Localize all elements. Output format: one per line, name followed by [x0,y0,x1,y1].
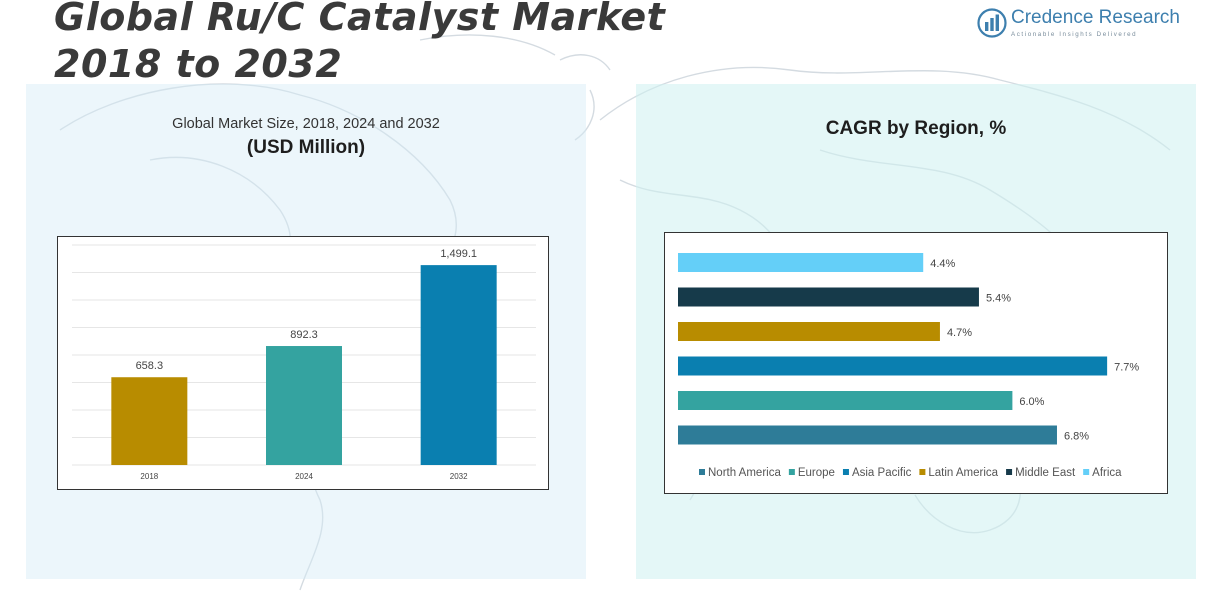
legend-label-asia-pacific: Asia Pacific [852,467,912,479]
logo-name: Credence Research [1011,7,1180,28]
bar-2032 [420,265,497,465]
market-size-chart-title: Global Market Size, 2018, 2024 and 2032 [172,116,440,132]
data-label-2024: 892.3 [290,329,318,341]
legend-swatch-asia-pacific [842,469,849,475]
data-label-middle-east: 5.4% [986,293,1011,305]
cagr-chart: 4.4% 5.4% 4.7% 7.7% 6.0% 6.8% North America Eur… [664,232,1168,494]
market-size-chart-subtitle: (USD Million) [246,137,366,158]
brand-logo: Credence Research Actionable Insights De… [977,6,1180,42]
cagr-bar-chart: 4.4% 5.4% 4.7% 7.7% 6.0% 6.8% North America Eur… [678,253,1139,479]
bar-2024 [266,346,342,465]
bar-north-america [678,425,1057,445]
bar-latin-america [678,322,940,341]
cagr-chart-title: CAGR by Region, % [825,118,1007,139]
legend-label-latin-america: Latin America [928,467,998,479]
legend-swatch-africa [1083,469,1090,475]
data-label-north-america: 6.8% [1064,431,1089,443]
bar-europe [678,391,1013,410]
data-label-2018: 658.3 [136,360,164,372]
legend-label-africa: Africa [1092,467,1122,479]
x-tick-label-2032: 2032 [450,472,468,481]
bar-middle-east [678,287,979,307]
title-line-2: 2018 to 2032 [54,42,343,86]
market-size-chart: 658.3 2018 892.3 2024 1,499.1 2032 [57,236,549,490]
logo-tagline: Actionable Insights Delivered [1011,31,1138,38]
data-label-latin-america: 4.7% [947,327,972,339]
bar-2018 [111,377,188,465]
bar-africa [678,253,924,272]
credence-logo-icon [977,8,1007,38]
legend-label-europe: Europe [798,467,835,479]
x-tick-label-2024: 2024 [295,472,313,481]
legend-swatch-europe [788,469,795,475]
bar-asia-pacific [678,356,1108,376]
title-line-1: Global Ru/C Catalyst Market [54,0,666,39]
data-label-asia-pacific: 7.7% [1114,362,1139,374]
legend: North America Europe Asia Pacific Latin Ame… [699,467,1122,479]
data-label-africa: 4.4% [930,258,955,270]
legend-label-north-america: North America [708,467,781,479]
legend-label-middle-east: Middle East [1015,467,1076,479]
data-label-europe: 6.0% [1019,396,1044,408]
legend-swatch-north-america [699,469,705,475]
data-label-2032: 1,499.1 [440,248,477,260]
legend-swatch-latin-america [919,469,926,475]
market-size-bar-chart: 658.3 2018 892.3 2024 1,499.1 2032 [72,244,536,481]
legend-swatch-middle-east [1006,469,1013,475]
x-tick-label-2018: 2018 [140,472,158,481]
page-title: Global Ru/C Catalyst Market 2018 to 2032 [54,0,665,88]
